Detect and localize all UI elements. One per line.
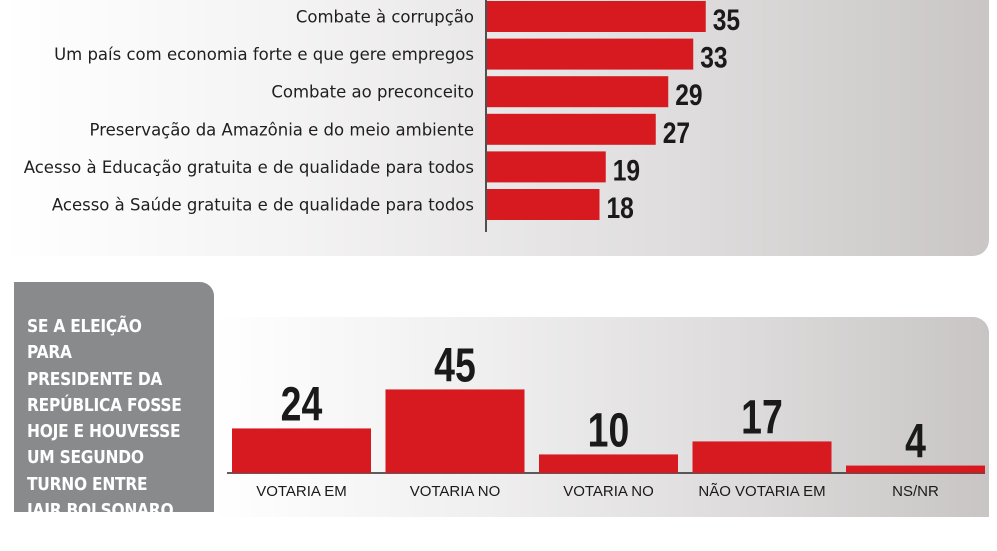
value-label: 35: [713, 3, 740, 37]
value-label: 4: [905, 415, 926, 469]
bar: [385, 389, 525, 473]
bar: [692, 441, 832, 473]
value-label: 10: [588, 404, 630, 458]
bar: [487, 151, 606, 183]
category-label: Um país com economia forte e que gere em…: [54, 45, 474, 64]
category-label: Combate ao preconceito: [271, 83, 474, 102]
bar: [539, 454, 678, 473]
category-label: Preservação da Amazônia e do meio ambien…: [90, 120, 474, 139]
value-label: 27: [663, 115, 690, 149]
bar: [846, 465, 985, 473]
value-label: 24: [281, 378, 323, 432]
runoff-panel: [213, 317, 989, 517]
category-label: VOTARIA NO: [563, 483, 654, 498]
horizontal-bar-chart: Combate à corrupção 35 Um país com economi…: [24, 0, 740, 232]
value-label: 45: [434, 339, 476, 393]
bar: [487, 76, 669, 108]
value-label: 18: [607, 191, 634, 225]
category-label: NÃO VOTARIA EM: [698, 483, 825, 498]
bar: [232, 428, 371, 473]
bar: [487, 1, 706, 32]
category-label: Combate à corrupção: [296, 8, 474, 27]
category-label: NS/NR: [892, 483, 939, 498]
bar: [487, 189, 600, 220]
bar: [487, 113, 656, 145]
value-label: 19: [613, 153, 640, 187]
category-label: Acesso à Saúde gratuita e de qualidade p…: [52, 196, 474, 215]
category-label: VOTARIA EM: [256, 483, 347, 498]
bar: [487, 38, 694, 70]
vertical-bar-chart: 24 VOTARIA EM 45 VOTARIA NO 10 VOTARIA NO 17 NÃ…: [227, 339, 985, 498]
value-label: 33: [700, 40, 727, 74]
category-label: VOTARIA NO: [410, 483, 501, 498]
category-label: Acesso à Educação gratuita e de qualidad…: [24, 158, 474, 177]
value-label: 29: [675, 78, 702, 112]
value-label: 17: [741, 391, 783, 445]
